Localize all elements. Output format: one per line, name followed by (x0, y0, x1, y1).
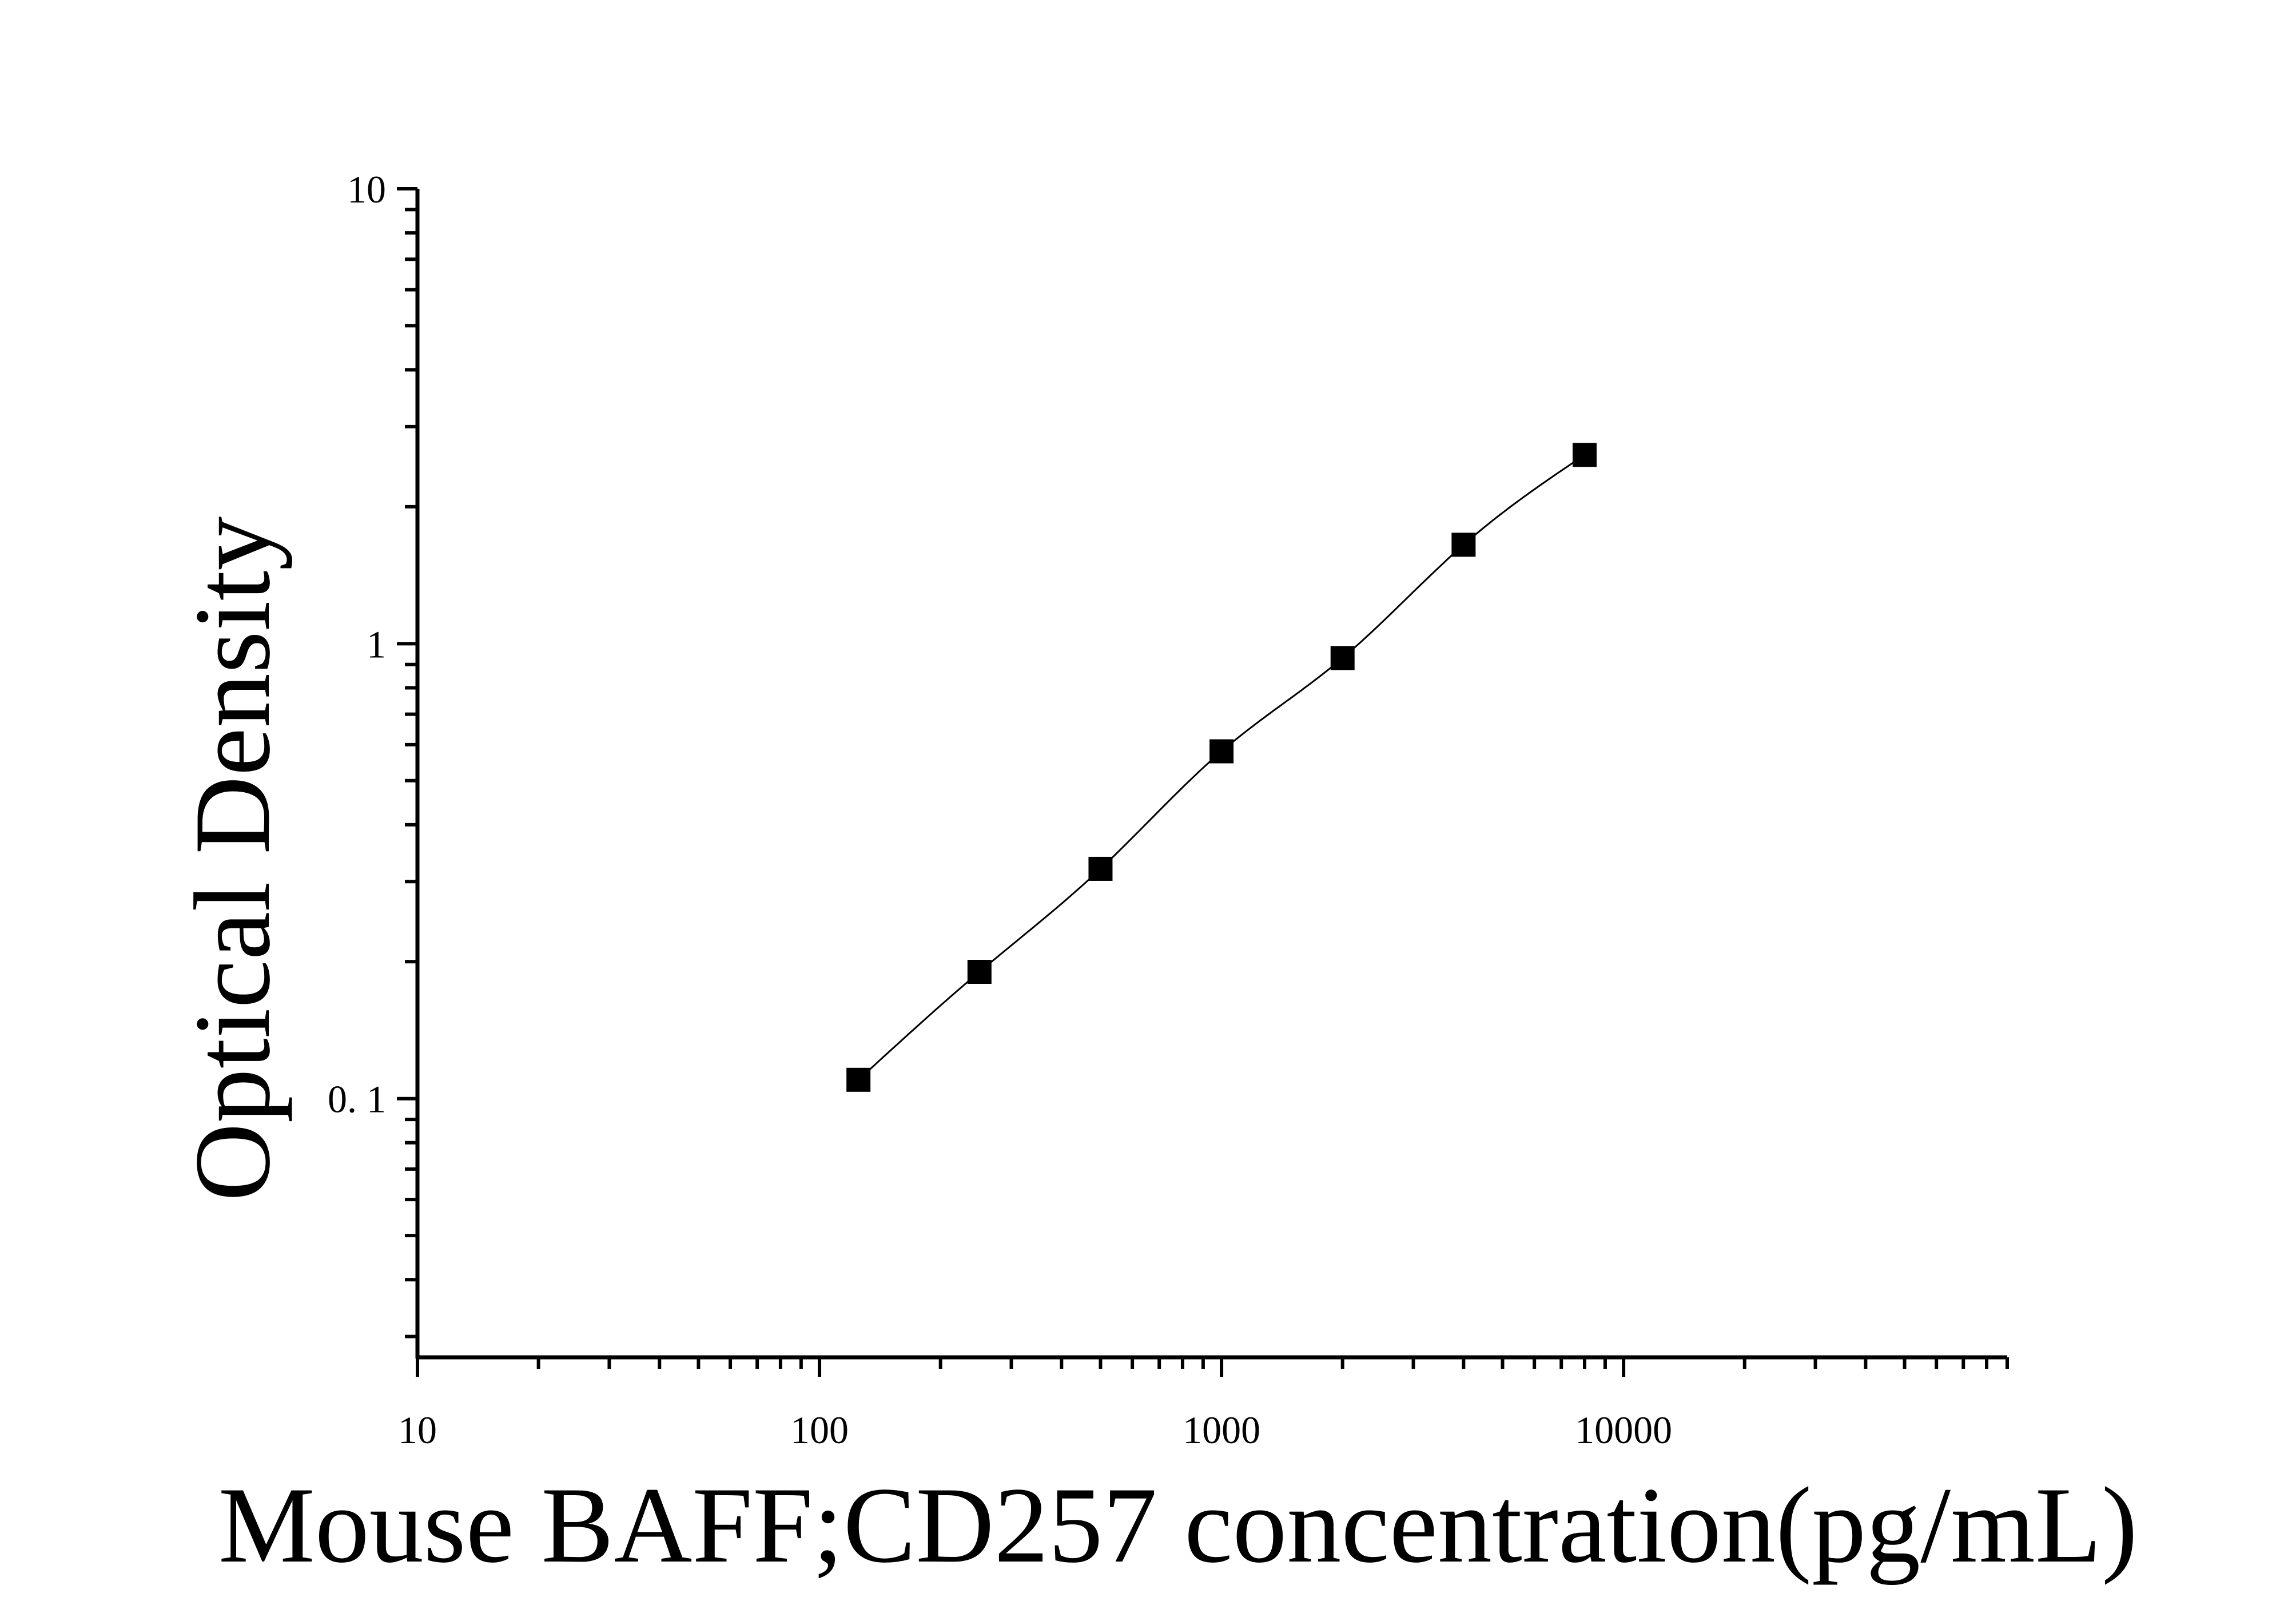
x-axis-title: Mouse BAFF;CD257 concentration(pg/mL) (218, 1465, 2138, 1586)
data-points (846, 443, 1597, 1092)
y-axis-title: Optical Density (173, 517, 293, 1202)
ticks: 10 100 1000 10000 0. 1 1 10 (328, 168, 2009, 1452)
y-tick-label: 1 (367, 622, 386, 666)
x-tick-label: 1000 (1183, 1408, 1260, 1452)
data-point (1330, 646, 1355, 670)
data-point (1572, 443, 1597, 467)
data-point (1088, 856, 1113, 881)
data-point (967, 960, 992, 984)
axes (415, 189, 2007, 1360)
x-tick-label: 100 (790, 1408, 849, 1452)
data-point (1209, 739, 1234, 764)
x-tick-label: 10000 (1575, 1408, 1672, 1452)
y-tick-label: 0. 1 (328, 1078, 386, 1121)
data-point (846, 1067, 871, 1092)
y-tick-label: 10 (347, 168, 386, 211)
data-point (1451, 533, 1476, 557)
x-tick-label: 10 (398, 1408, 437, 1452)
